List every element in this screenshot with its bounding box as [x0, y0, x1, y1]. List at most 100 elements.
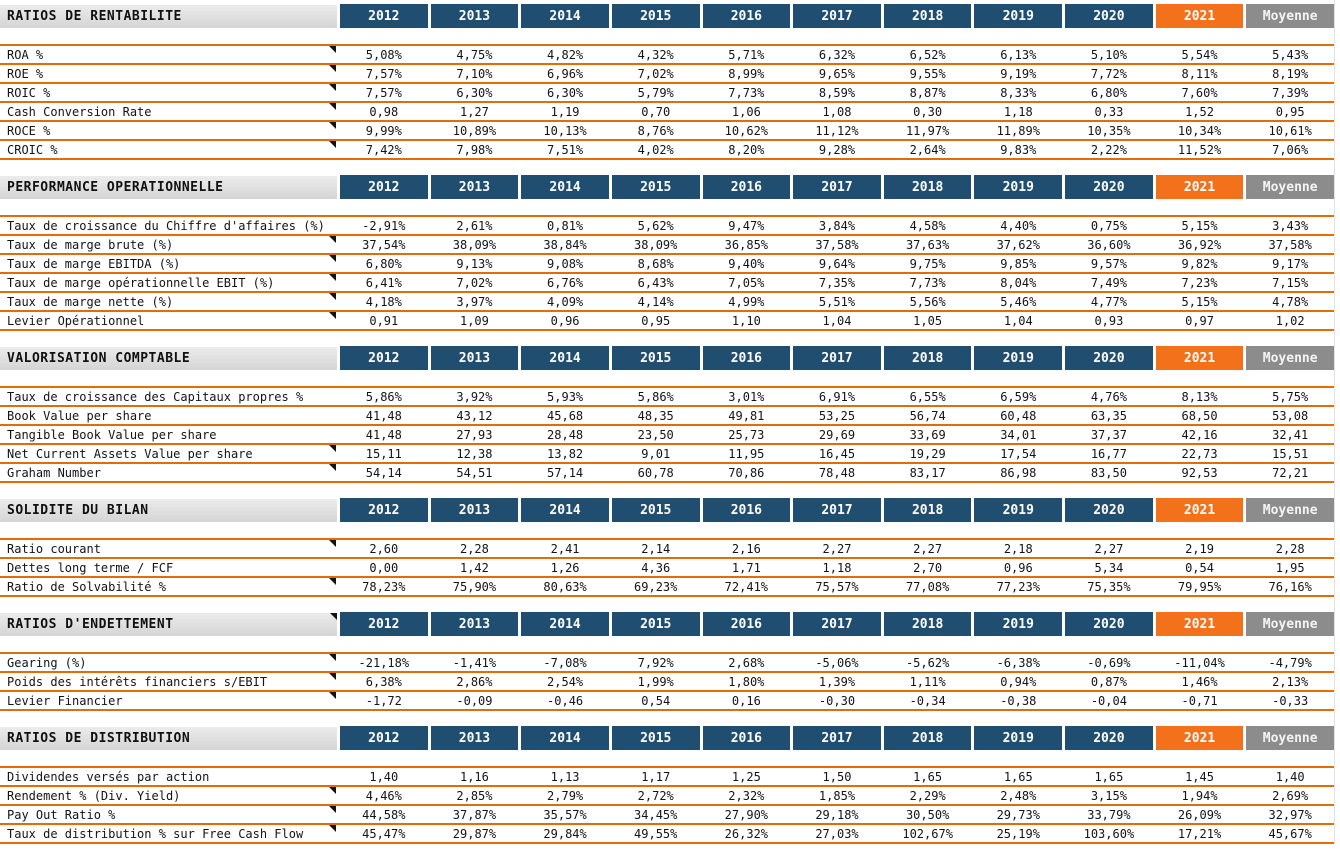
column-header-2014[interactable]: 2014 — [521, 726, 609, 750]
value-cell-2013[interactable]: 4,75% — [456, 47, 493, 62]
value-cell-moyenne[interactable]: 1,40 — [1275, 769, 1305, 784]
value-cell-2018[interactable]: 77,08% — [905, 579, 950, 594]
value-cell-2016[interactable]: 3,01% — [728, 389, 765, 404]
column-header-2020[interactable]: 2020 — [1065, 726, 1153, 750]
value-cell-2017[interactable]: 53,25 — [818, 408, 856, 423]
column-header-2018[interactable]: 2018 — [883, 612, 972, 636]
value-cell-2020[interactable]: 4,76% — [1090, 389, 1127, 404]
value-cell-2018[interactable]: 9,75% — [909, 256, 946, 271]
value-cell-moyenne[interactable]: 15,51 — [1272, 446, 1309, 461]
value-cell-2012[interactable]: 5,86% — [365, 389, 402, 404]
value-cell-2018[interactable]: 1,65 — [913, 769, 943, 784]
value-cell-2014[interactable]: 45,68 — [547, 408, 584, 423]
value-cell-2016[interactable]: 7,73% — [728, 85, 765, 100]
row-label-cell[interactable]: Taux de marge brute (%) — [0, 236, 337, 253]
value-cell-2014[interactable]: 57,14 — [547, 465, 584, 480]
value-cell-2014[interactable]: -0,46 — [547, 693, 584, 708]
value-cell-2014[interactable]: 7,51% — [547, 142, 584, 157]
value-cell-2018[interactable]: -5,62% — [905, 655, 950, 670]
value-cell-2013[interactable]: 7,10% — [456, 66, 493, 81]
value-cell-2015[interactable]: 0,95 — [641, 313, 671, 328]
column-header-2012[interactable]: 2012 — [340, 726, 428, 750]
column-header-2019[interactable]: 2019 — [974, 612, 1063, 636]
value-cell-2017[interactable]: 29,69 — [818, 427, 856, 442]
value-cell-2021[interactable]: 1,46% — [1181, 674, 1218, 689]
value-cell-2014[interactable]: 38,84% — [543, 237, 587, 252]
value-cell-2015[interactable]: 5,62% — [637, 218, 674, 233]
value-cell-2017[interactable]: 1,04 — [822, 313, 852, 328]
value-cell-2015[interactable]: 4,32% — [637, 47, 674, 62]
value-cell-2013[interactable]: 7,02% — [456, 275, 493, 290]
row-label-cell[interactable]: Taux de croissance du Chiffre d'affaires… — [0, 217, 337, 234]
column-header-2014[interactable]: 2014 — [521, 175, 609, 199]
value-cell-2019[interactable]: 86,98 — [1000, 465, 1037, 480]
row-label-cell[interactable]: Ratio de Solvabilité % — [0, 578, 337, 595]
value-cell-2021[interactable]: 0,54 — [1185, 560, 1214, 575]
column-header-2021[interactable]: 2021 — [1155, 4, 1244, 28]
value-cell-2020[interactable]: 10,35% — [1087, 123, 1131, 138]
value-cell-2015[interactable]: 0,70 — [641, 104, 671, 119]
value-cell-2019[interactable]: 4,40% — [1000, 218, 1037, 233]
value-cell-2021[interactable]: 36,92% — [1177, 237, 1222, 252]
value-cell-2019[interactable]: 6,13% — [1000, 47, 1037, 62]
value-cell-2017[interactable]: -5,06% — [815, 655, 859, 670]
value-cell-2012[interactable]: 15,11 — [365, 446, 402, 461]
column-header-2018[interactable]: 2018 — [883, 726, 972, 750]
value-cell-2014[interactable]: 13,82 — [547, 446, 584, 461]
row-label-cell[interactable]: CROIC % — [0, 141, 337, 158]
value-cell-2018[interactable]: 6,52% — [909, 47, 946, 62]
column-header-2013[interactable]: 2013 — [430, 726, 519, 750]
column-header-2015[interactable]: 2015 — [611, 4, 700, 28]
value-cell-2012[interactable]: 7,57% — [365, 66, 402, 81]
value-cell-2017[interactable]: 8,59% — [818, 85, 856, 100]
value-cell-2015[interactable]: 7,02% — [637, 66, 674, 81]
value-cell-2014[interactable]: 2,54% — [547, 674, 584, 689]
value-cell-2021[interactable]: -11,04% — [1174, 655, 1225, 670]
value-cell-2018[interactable]: 8,87% — [909, 85, 946, 100]
value-cell-2017[interactable]: 1,08 — [822, 104, 852, 119]
row-label-cell[interactable]: Dettes long terme / FCF — [0, 559, 337, 576]
value-cell-2012[interactable]: 4,46% — [365, 788, 402, 803]
value-cell-2015[interactable]: 4,02% — [637, 142, 674, 157]
value-cell-2015[interactable]: 60,78 — [637, 465, 674, 480]
value-cell-2014[interactable]: 9,08% — [547, 256, 584, 271]
value-cell-2017[interactable]: 11,12% — [815, 123, 859, 138]
value-cell-2013[interactable]: -1,41% — [452, 655, 497, 670]
value-cell-2018[interactable]: 2,70 — [913, 560, 943, 575]
value-cell-2015[interactable]: 38,09% — [634, 237, 678, 252]
column-header-moyenne[interactable]: Moyenne — [1246, 4, 1334, 28]
column-header-2019[interactable]: 2019 — [974, 726, 1063, 750]
column-header-2018[interactable]: 2018 — [883, 175, 972, 199]
column-header-2018[interactable]: 2018 — [883, 346, 972, 370]
value-cell-moyenne[interactable]: 8,19% — [1272, 66, 1309, 81]
column-header-2012[interactable]: 2012 — [340, 175, 428, 199]
section-title-cell[interactable]: VALORISATION COMPTABLE — [0, 346, 337, 370]
value-cell-2021[interactable]: 5,54% — [1181, 47, 1218, 62]
value-cell-2012[interactable]: 78,23% — [362, 579, 406, 594]
column-header-2015[interactable]: 2015 — [611, 175, 700, 199]
value-cell-2020[interactable]: 0,87% — [1090, 674, 1127, 689]
column-header-2016[interactable]: 2016 — [702, 612, 791, 636]
row-label-cell[interactable]: ROCE % — [0, 122, 337, 139]
column-header-2013[interactable]: 2013 — [430, 175, 519, 199]
value-cell-2017[interactable]: 1,85% — [818, 788, 856, 803]
row-label-cell[interactable]: Tangible Book Value per share — [0, 426, 337, 443]
column-header-2017[interactable]: 2017 — [793, 4, 881, 28]
value-cell-2016[interactable]: 1,80% — [728, 674, 765, 689]
value-cell-moyenne[interactable]: 37,58% — [1268, 237, 1312, 252]
value-cell-2015[interactable]: 5,86% — [637, 389, 674, 404]
value-cell-2018[interactable]: 9,55% — [909, 66, 946, 81]
value-cell-2015[interactable]: 8,76% — [637, 123, 674, 138]
value-cell-2019[interactable]: 37,62% — [996, 237, 1040, 252]
row-label-cell[interactable]: ROIC % — [0, 84, 337, 101]
value-cell-2021[interactable]: 79,95% — [1177, 579, 1222, 594]
value-cell-2019[interactable]: 9,85% — [1000, 256, 1037, 271]
column-header-2013[interactable]: 2013 — [430, 4, 519, 28]
value-cell-2015[interactable]: 48,35 — [637, 408, 674, 423]
value-cell-2019[interactable]: 6,59% — [1000, 389, 1037, 404]
value-cell-2018[interactable]: 1,05 — [913, 313, 943, 328]
value-cell-2017[interactable]: 6,91% — [818, 389, 856, 404]
value-cell-2016[interactable]: 72,41% — [724, 579, 769, 594]
value-cell-2021[interactable]: 0,97 — [1185, 313, 1214, 328]
value-cell-2017[interactable]: 16,45 — [818, 446, 856, 461]
